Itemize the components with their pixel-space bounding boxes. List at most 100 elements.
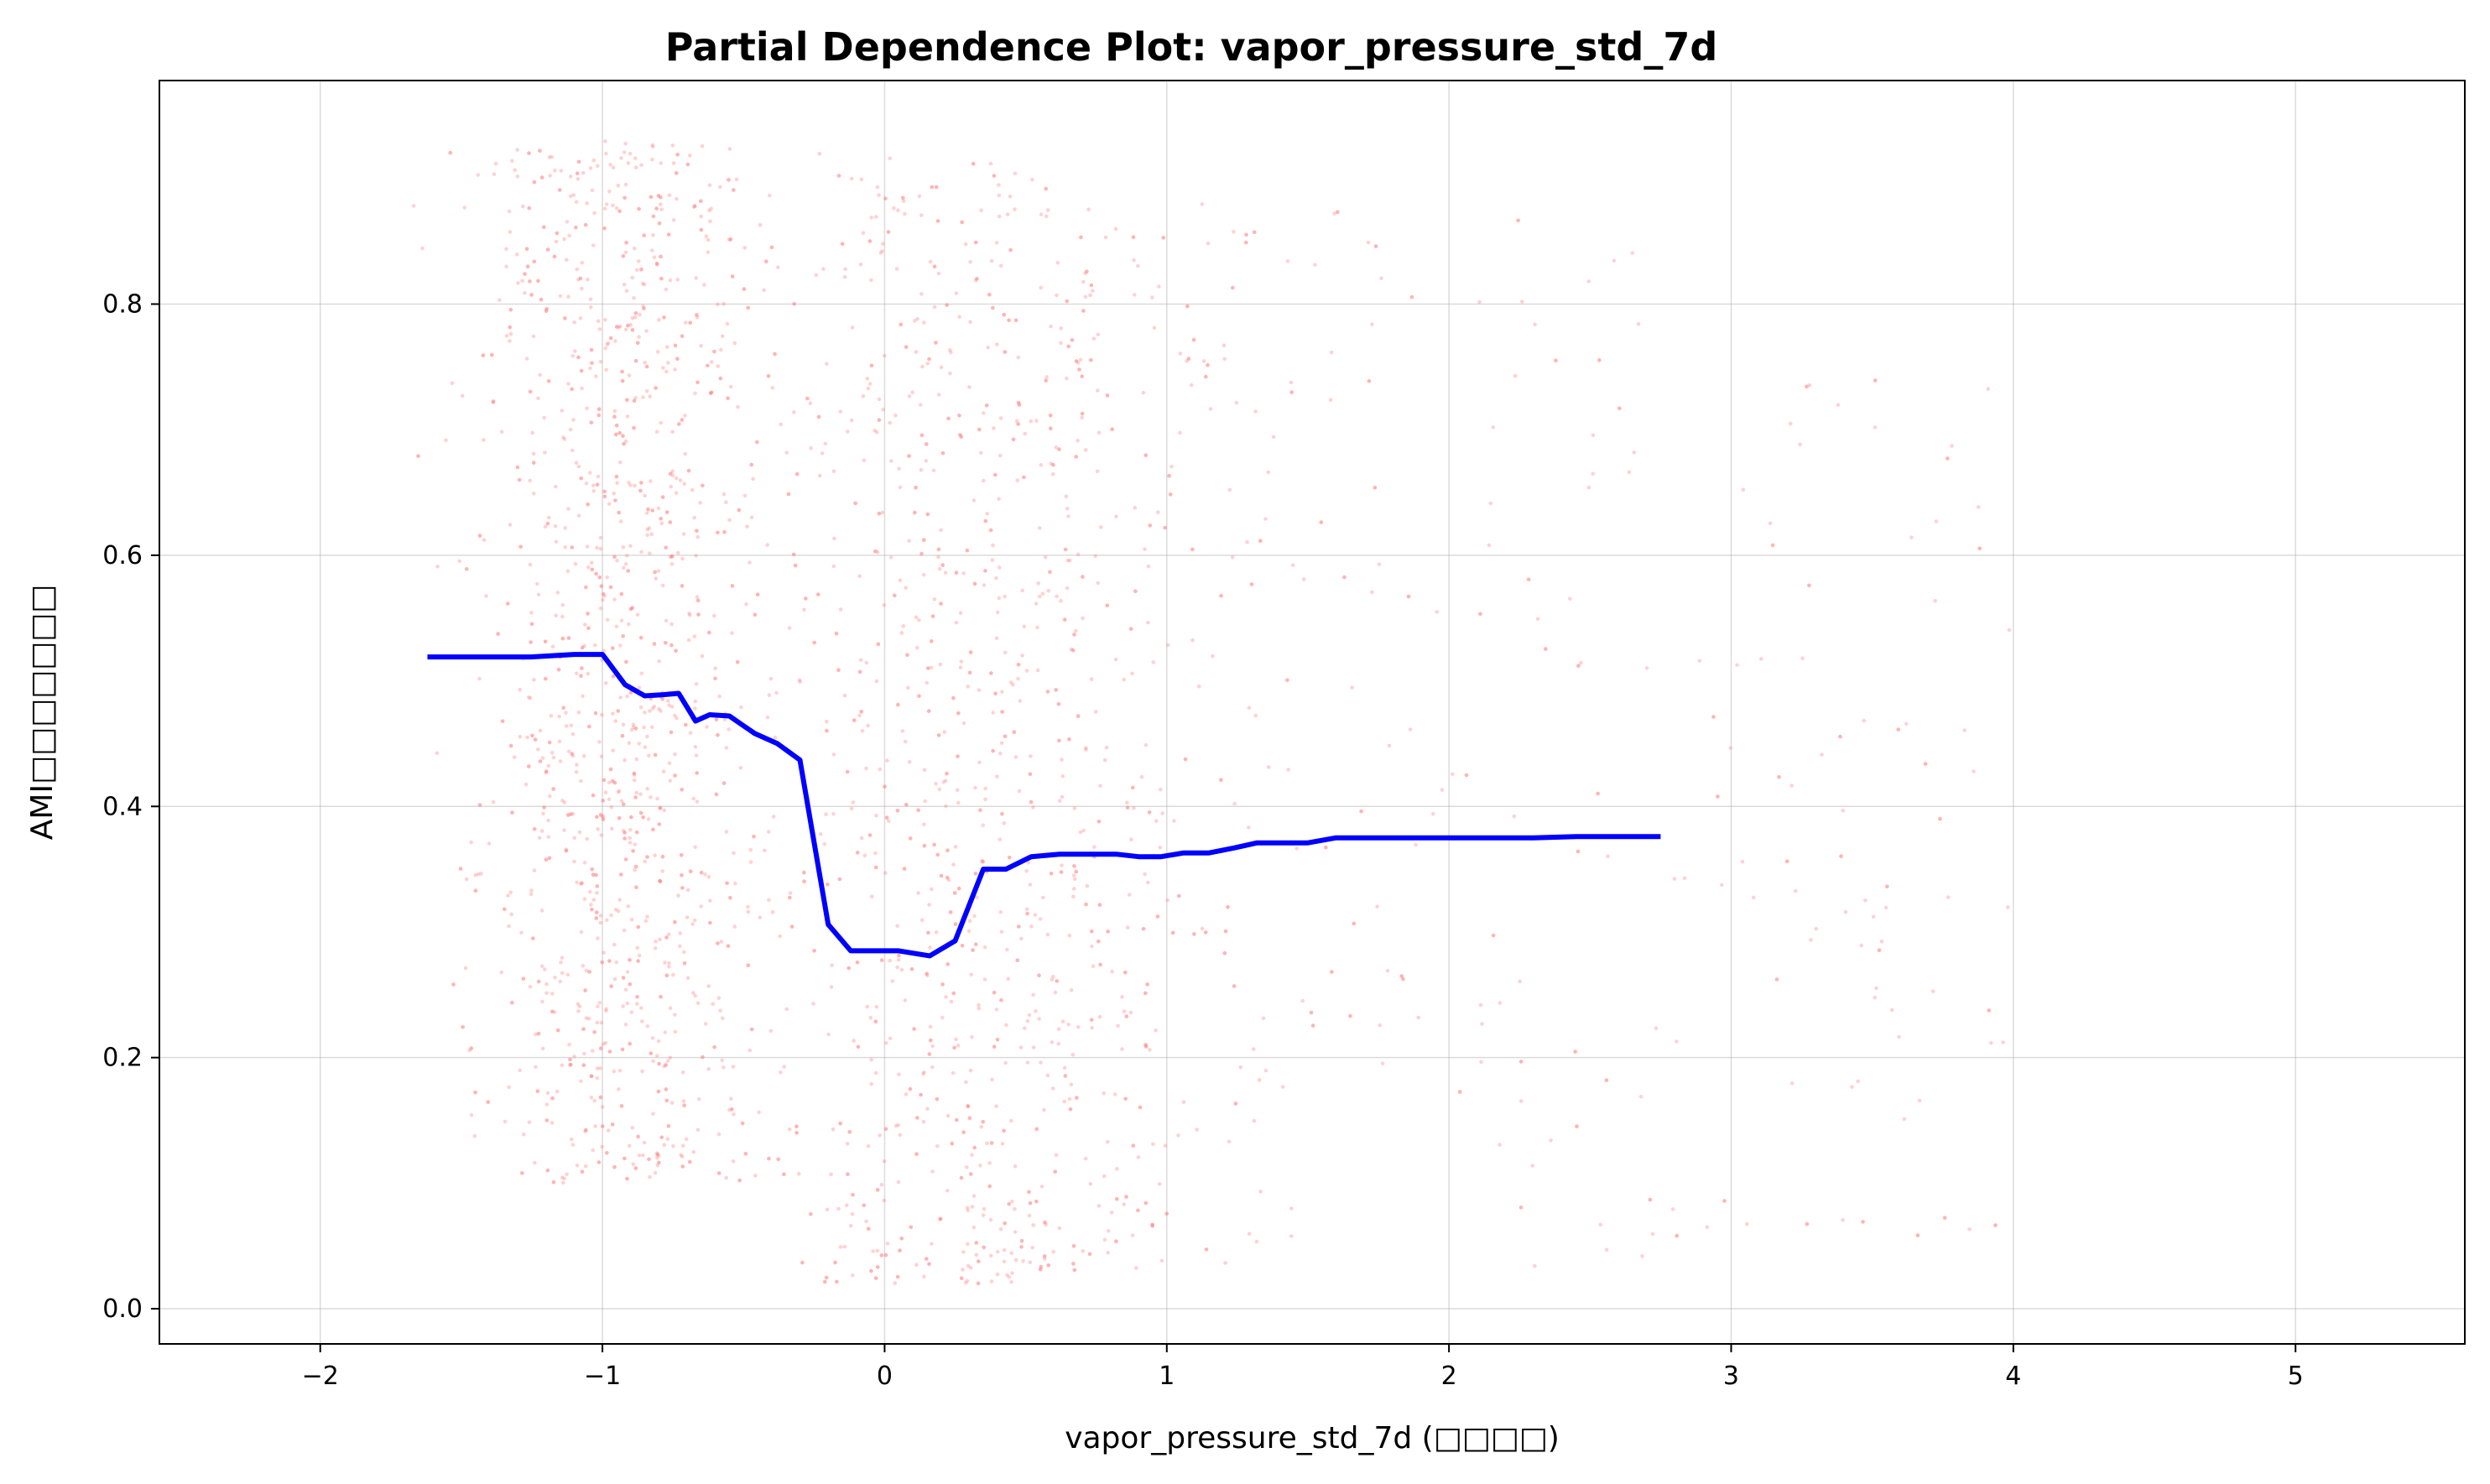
scatter-point: [766, 373, 771, 378]
scatter-point: [732, 188, 736, 192]
scatter-point: [1044, 378, 1048, 383]
scatter-point: [812, 640, 816, 645]
scatter-point: [956, 711, 961, 716]
scatter-point: [993, 691, 998, 695]
scatter-point: [1841, 808, 1846, 813]
scatter-point: [878, 251, 883, 255]
scatter-point: [629, 1010, 634, 1014]
scatter-point: [583, 622, 587, 627]
scatter-point: [563, 316, 567, 320]
scatter-point: [998, 453, 1003, 458]
scatter-point: [533, 737, 538, 742]
scatter-point: [1406, 594, 1411, 599]
scatter-point: [730, 584, 735, 588]
scatter-point: [666, 1124, 671, 1128]
scatter-point: [1038, 594, 1042, 599]
scatter-point: [1139, 774, 1144, 779]
scatter-point: [853, 501, 857, 506]
scatter-point: [1031, 805, 1035, 810]
scatter-point: [1648, 1197, 1653, 1202]
scatter-point: [1219, 778, 1223, 782]
scatter-point: [1197, 684, 1201, 689]
scatter-point: [585, 836, 589, 841]
scatter-point: [896, 1122, 901, 1127]
scatter-point: [601, 817, 606, 822]
scatter-point: [576, 277, 581, 282]
scatter-point: [1138, 1105, 1143, 1110]
scatter-point: [673, 919, 677, 924]
scatter-point: [545, 1091, 550, 1096]
scatter-point: [915, 645, 919, 650]
scatter-point: [679, 853, 684, 857]
scatter-point: [596, 1160, 602, 1164]
scatter-point: [562, 1176, 566, 1181]
scatter-point: [939, 601, 943, 606]
scatter-point: [596, 1004, 600, 1008]
scatter-point: [959, 435, 964, 439]
scatter-point: [518, 687, 523, 692]
scatter-point: [838, 607, 843, 612]
scatter-point: [1017, 924, 1021, 929]
scatter-point: [668, 471, 673, 476]
scatter-point: [945, 1113, 951, 1118]
scatter-point: [884, 1041, 888, 1045]
scatter-point: [968, 320, 972, 325]
scatter-point: [926, 666, 930, 670]
scatter-point: [945, 771, 949, 776]
scatter-point: [988, 1253, 993, 1258]
scatter-point: [1380, 1061, 1385, 1065]
scatter-point: [1143, 991, 1148, 996]
scatter-point: [1070, 1053, 1076, 1057]
scatter-point: [995, 1038, 1000, 1042]
scatter-point: [1478, 612, 1482, 617]
scatter-point: [535, 1089, 540, 1093]
scatter-point: [1085, 269, 1089, 274]
scatter-point: [706, 984, 711, 988]
scatter-point: [930, 185, 935, 190]
scatter-point: [1185, 359, 1189, 363]
scatter-point: [636, 1134, 640, 1139]
scatter-point: [565, 972, 570, 977]
scatter-point: [620, 369, 624, 374]
scatter-point: [472, 1134, 477, 1138]
scatter-point: [1133, 589, 1138, 593]
scatter-point: [965, 548, 970, 553]
scatter-point: [830, 963, 834, 967]
scatter-point: [596, 319, 601, 324]
scatter-point: [564, 848, 569, 853]
scatter-point: [560, 799, 565, 803]
scatter-point: [602, 206, 607, 211]
scatter-point: [879, 1253, 884, 1257]
scatter-point: [926, 709, 931, 713]
scatter-point: [621, 1004, 625, 1008]
scatter-point: [1183, 757, 1188, 762]
scatter-point: [1045, 690, 1050, 694]
scatter-point: [937, 787, 942, 792]
scatter-point: [990, 1077, 994, 1082]
scatter-point: [693, 845, 697, 850]
scatter-point: [688, 1159, 692, 1164]
scatter-point: [580, 666, 584, 670]
scatter-point: [907, 760, 912, 764]
scatter-point: [482, 438, 486, 442]
scatter-point: [921, 572, 926, 577]
scatter-point: [877, 397, 882, 402]
scatter-point: [692, 205, 696, 210]
scatter-point: [653, 853, 657, 857]
scatter-point: [1223, 929, 1228, 934]
scatter-point: [1102, 1237, 1107, 1242]
scatter-point: [528, 389, 533, 394]
scatter-point: [544, 306, 549, 311]
scatter-point: [997, 596, 1002, 601]
scatter-point: [490, 352, 494, 357]
scatter-point: [615, 481, 619, 485]
scatter-point: [602, 778, 607, 783]
scatter-point: [621, 828, 626, 833]
scatter-point: [1025, 1018, 1030, 1023]
scatter-point: [643, 745, 648, 749]
scatter-point: [643, 360, 647, 365]
scatter-point: [1070, 338, 1075, 342]
scatter-point: [1102, 758, 1107, 763]
scatter-point: [562, 237, 566, 242]
scatter-point: [622, 282, 627, 287]
